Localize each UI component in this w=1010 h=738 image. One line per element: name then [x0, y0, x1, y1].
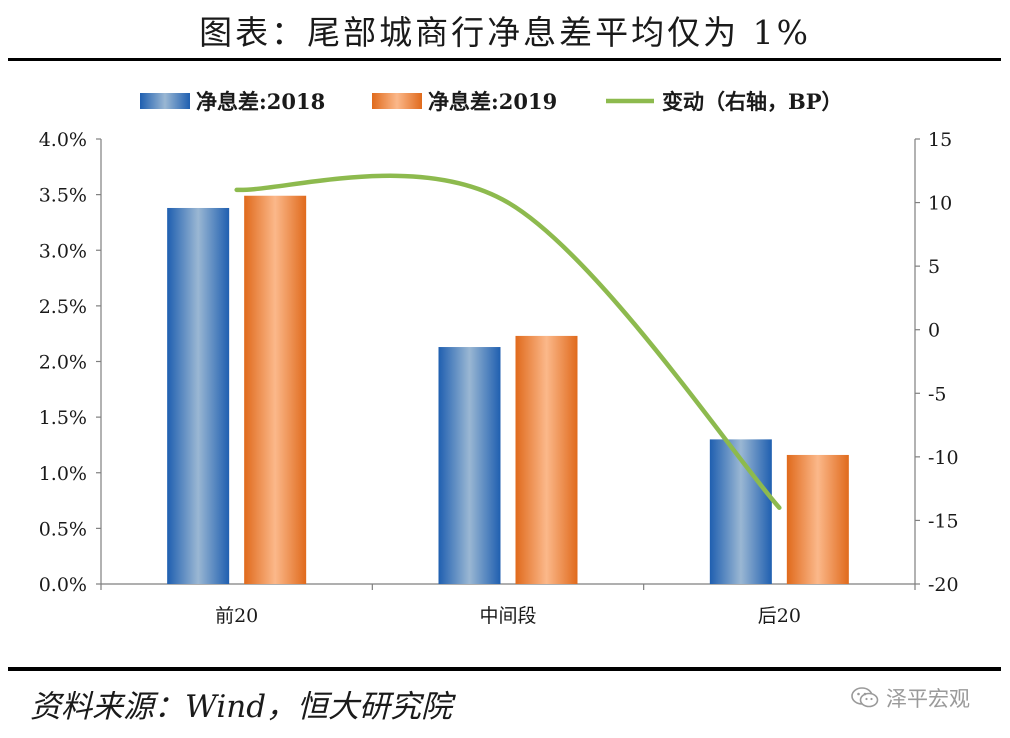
bar-净息差:2018 [438, 347, 501, 584]
lines [234, 173, 782, 510]
bar-净息差:2019 [244, 195, 307, 585]
y-left-tick-label: 0.5% [39, 518, 87, 540]
bars [167, 195, 849, 585]
y-right-tick-label: 5 [928, 256, 940, 278]
source-note: 资料来源：Wind，恒大研究院 [30, 689, 453, 725]
legend-label: 变动（右轴，BP） [662, 89, 843, 114]
y-left-tick-label: 3.5% [39, 185, 87, 207]
brand-name: 泽平宏观 [886, 687, 970, 711]
legend-label: 净息差:2018 [196, 89, 325, 114]
chart-title: 图表：尾部城商行净息差平均仅为 1% [199, 13, 811, 52]
y-left-tick-label: 2.5% [39, 296, 87, 318]
y-left-tick-label: 1.5% [39, 407, 87, 429]
bar-净息差:2018 [709, 439, 772, 584]
y-left-tick-label: 0.0% [39, 574, 87, 596]
legend-swatch [140, 93, 190, 109]
title-rule [8, 58, 1001, 61]
footer-rule [8, 667, 1001, 671]
x-tick-label: 前20 [215, 605, 258, 627]
x-tick-label: 后20 [758, 605, 801, 627]
legend-swatch [372, 93, 422, 109]
y-left-tick-label: 4.0% [39, 129, 87, 151]
wechat-icon [851, 687, 879, 708]
y-left-tick-label: 2.0% [39, 352, 87, 374]
x-tick-label: 中间段 [479, 605, 536, 627]
bar-净息差:2019 [515, 335, 578, 584]
y-right-tick-label: 15 [928, 129, 952, 151]
y-right-tick-label: 0 [928, 320, 940, 342]
bar-净息差:2019 [786, 454, 849, 584]
y-left-tick-label: 1.0% [39, 463, 87, 485]
y-right-tick-label: 10 [928, 193, 952, 215]
y-right-tick-label: -5 [928, 383, 947, 405]
y-left-tick-label: 3.0% [39, 240, 87, 262]
axes: 0.0% 0.5% 1.0% 1.5% 2.0% 2.5% 3.0% 3.5% 4.0% -20 -… [39, 129, 959, 627]
y-right-tick-label: -15 [928, 510, 959, 532]
legend-label: 净息差:2019 [428, 89, 557, 114]
brand-watermark: 泽平宏观 [850, 681, 970, 715]
y-right-tick-label: -10 [928, 447, 959, 469]
line-series [234, 173, 782, 510]
chart: 净息差:2018 净息差:2019 变动（右轴，BP） 0.0% 0.5% 1.0% 1.… [39, 89, 959, 627]
legend: 净息差:2018 净息差:2019 变动（右轴，BP） [140, 89, 843, 114]
bar-净息差:2018 [167, 207, 230, 584]
y-right-tick-label: -20 [928, 574, 959, 596]
